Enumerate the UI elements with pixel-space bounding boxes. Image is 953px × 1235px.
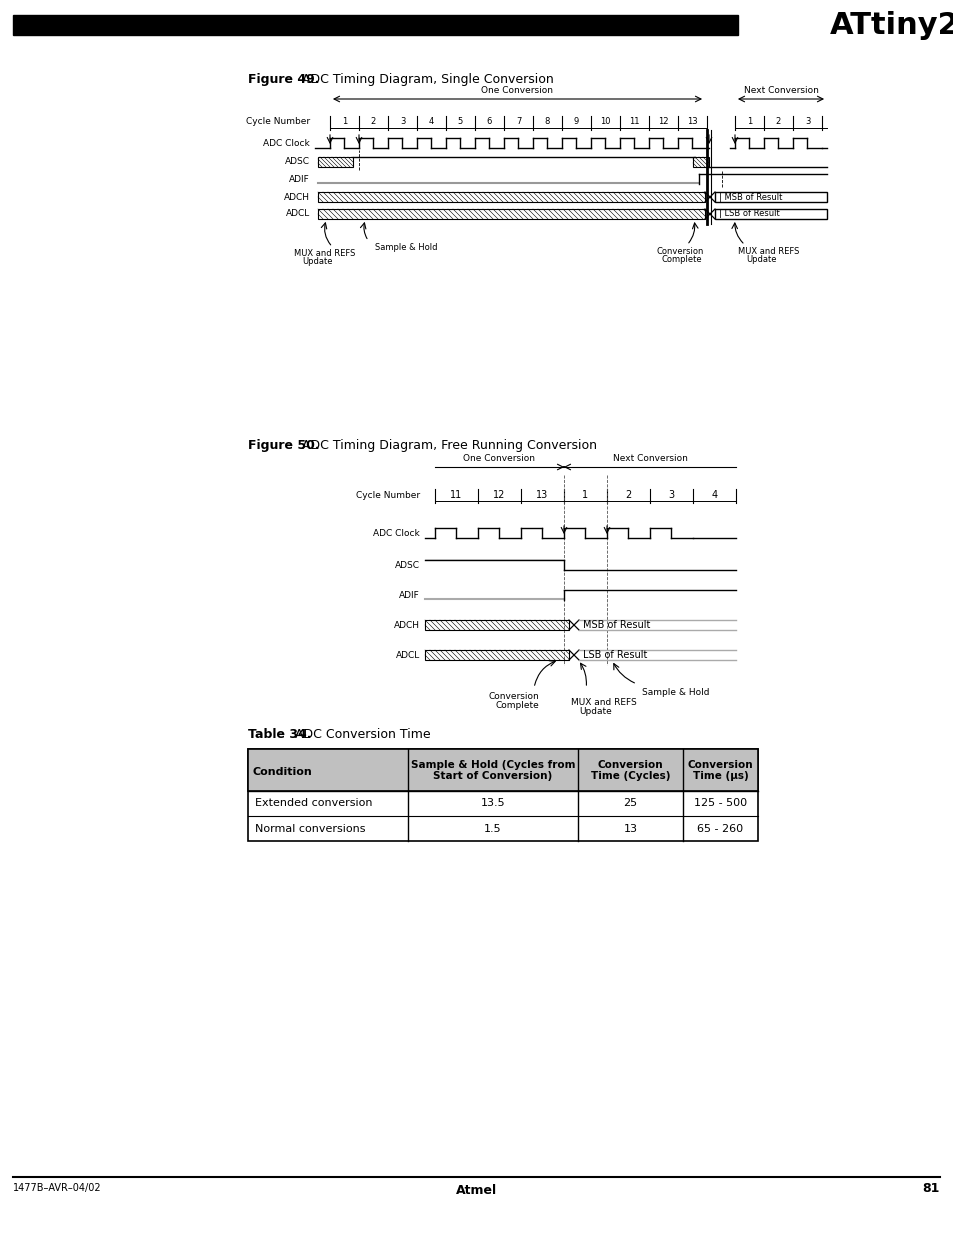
Text: Sample & Hold (Cycles from: Sample & Hold (Cycles from: [411, 760, 575, 769]
Text: | LSB of Result: | LSB of Result: [719, 210, 779, 219]
Text: Complete: Complete: [661, 254, 702, 264]
Text: ADSC: ADSC: [285, 158, 310, 167]
Text: 9: 9: [574, 117, 578, 126]
Text: Extended conversion: Extended conversion: [254, 799, 372, 809]
Text: 125 - 500: 125 - 500: [693, 799, 746, 809]
Text: ADCL: ADCL: [395, 651, 419, 659]
Text: MUX and REFS: MUX and REFS: [294, 249, 355, 258]
Text: Start of Conversion): Start of Conversion): [433, 771, 552, 781]
Text: Atmel: Atmel: [456, 1184, 497, 1198]
Text: 8: 8: [544, 117, 550, 126]
Text: Sample & Hold: Sample & Hold: [375, 243, 437, 252]
Text: | MSB of Result: | MSB of Result: [719, 193, 781, 201]
Bar: [424, 620, 568, 630]
Text: Update: Update: [302, 257, 333, 266]
Text: Condition: Condition: [253, 767, 313, 777]
Text: ADC Clock: ADC Clock: [373, 529, 419, 537]
Text: Conversion: Conversion: [598, 760, 662, 769]
Text: ADCH: ADCH: [394, 620, 419, 630]
Text: 3: 3: [399, 117, 405, 126]
Text: Next Conversion: Next Conversion: [612, 454, 687, 463]
Text: 5: 5: [457, 117, 462, 126]
Text: ADC Clock: ADC Clock: [263, 138, 310, 147]
Text: 13: 13: [536, 490, 548, 500]
Text: Table 34.: Table 34.: [248, 729, 312, 741]
Text: Update: Update: [745, 254, 776, 264]
Text: ADC Timing Diagram, Single Conversion: ADC Timing Diagram, Single Conversion: [302, 74, 553, 86]
Text: MUX and REFS: MUX and REFS: [571, 698, 637, 706]
Text: Conversion: Conversion: [657, 247, 703, 256]
Text: ADC Conversion Time: ADC Conversion Time: [294, 729, 430, 741]
Text: Sample & Hold: Sample & Hold: [641, 688, 709, 697]
Text: 1: 1: [746, 117, 751, 126]
Text: 6: 6: [486, 117, 492, 126]
Text: 2: 2: [775, 117, 781, 126]
Text: Figure 50.: Figure 50.: [248, 438, 319, 452]
Text: Update: Update: [578, 706, 611, 716]
Text: One Conversion: One Conversion: [463, 454, 535, 463]
Text: ADIF: ADIF: [399, 590, 419, 599]
Bar: [424, 650, 568, 659]
Text: Cycle Number: Cycle Number: [246, 117, 310, 126]
Text: 4: 4: [429, 117, 434, 126]
Bar: [317, 157, 353, 167]
Text: 1: 1: [582, 490, 588, 500]
Text: Figure 49.: Figure 49.: [248, 74, 319, 86]
Text: 12: 12: [658, 117, 668, 126]
Text: 12: 12: [493, 490, 505, 500]
Text: 4: 4: [711, 490, 717, 500]
Text: ADIF: ADIF: [289, 174, 310, 184]
Text: 25: 25: [622, 799, 637, 809]
Bar: [248, 748, 758, 841]
Text: 10: 10: [599, 117, 610, 126]
Text: 13.5: 13.5: [480, 799, 505, 809]
Text: One Conversion: One Conversion: [480, 86, 553, 95]
Text: MUX and REFS: MUX and REFS: [738, 247, 799, 256]
Text: Conversion: Conversion: [687, 760, 753, 769]
Bar: [692, 157, 708, 167]
Bar: [248, 748, 758, 790]
Text: Cycle Number: Cycle Number: [355, 490, 419, 499]
Text: 2: 2: [625, 490, 631, 500]
Text: MSB of Result: MSB of Result: [582, 620, 650, 630]
Text: ATtiny26(L): ATtiny26(L): [829, 11, 953, 40]
Text: LSB of Result: LSB of Result: [582, 650, 647, 659]
Text: Time (Cycles): Time (Cycles): [590, 771, 670, 781]
Text: ADCH: ADCH: [284, 193, 310, 201]
Text: Next Conversion: Next Conversion: [742, 86, 818, 95]
Text: 13: 13: [686, 117, 697, 126]
Text: 1.5: 1.5: [484, 824, 501, 834]
Text: 7: 7: [516, 117, 520, 126]
Text: 13: 13: [623, 824, 637, 834]
Text: Conversion: Conversion: [489, 692, 539, 701]
Text: 11: 11: [450, 490, 462, 500]
Text: 65 - 260: 65 - 260: [697, 824, 742, 834]
Bar: [317, 209, 704, 219]
Text: 81: 81: [922, 1182, 939, 1194]
Bar: [13, 15, 738, 35]
Text: 2: 2: [371, 117, 375, 126]
Text: 11: 11: [629, 117, 639, 126]
Bar: [714, 209, 826, 219]
Bar: [317, 191, 704, 203]
Text: Normal conversions: Normal conversions: [254, 824, 365, 834]
Text: 3: 3: [804, 117, 809, 126]
Text: 1: 1: [341, 117, 347, 126]
Text: ADCL: ADCL: [286, 210, 310, 219]
Bar: [714, 191, 826, 203]
Text: Time (μs): Time (μs): [692, 771, 747, 781]
Text: ADC Timing Diagram, Free Running Conversion: ADC Timing Diagram, Free Running Convers…: [302, 438, 597, 452]
Text: 1477B–AVR–04/02: 1477B–AVR–04/02: [13, 1183, 102, 1193]
Text: Complete: Complete: [496, 701, 539, 710]
Text: 3: 3: [668, 490, 674, 500]
Text: ADSC: ADSC: [395, 561, 419, 569]
